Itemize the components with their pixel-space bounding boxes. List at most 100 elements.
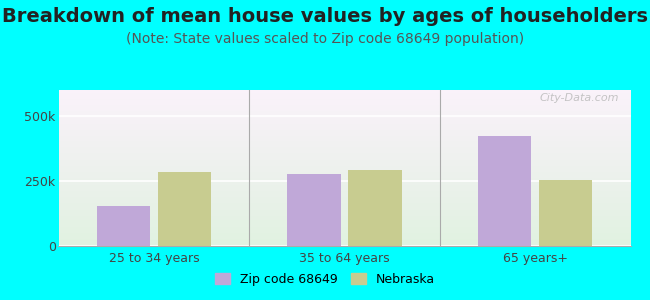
Bar bbox=[58, 99, 630, 101]
Bar bbox=[58, 235, 630, 237]
Text: (Note: State values scaled to Zip code 68649 population): (Note: State values scaled to Zip code 6… bbox=[126, 32, 524, 46]
Bar bbox=[58, 191, 630, 193]
Bar bbox=[58, 240, 630, 241]
Bar bbox=[58, 148, 630, 149]
Bar bbox=[58, 230, 630, 232]
Bar bbox=[58, 162, 630, 163]
Bar bbox=[58, 112, 630, 113]
Bar bbox=[58, 207, 630, 208]
Bar bbox=[58, 201, 630, 202]
Bar bbox=[58, 174, 630, 176]
Bar bbox=[58, 98, 630, 99]
Bar bbox=[58, 132, 630, 134]
Bar bbox=[58, 152, 630, 154]
Bar bbox=[58, 190, 630, 191]
Bar bbox=[58, 215, 630, 216]
Bar bbox=[58, 229, 630, 230]
Bar bbox=[58, 224, 630, 226]
Bar bbox=[58, 110, 630, 112]
Bar bbox=[58, 213, 630, 215]
Bar bbox=[158, 172, 211, 246]
Bar bbox=[58, 137, 630, 138]
Bar bbox=[58, 218, 630, 220]
Bar bbox=[539, 181, 592, 246]
Bar bbox=[58, 194, 630, 196]
Bar bbox=[58, 238, 630, 240]
Bar bbox=[58, 93, 630, 95]
Bar bbox=[58, 216, 630, 218]
Bar bbox=[58, 145, 630, 146]
Bar bbox=[58, 149, 630, 151]
Bar bbox=[58, 143, 630, 145]
Bar bbox=[58, 155, 630, 157]
Bar bbox=[58, 103, 630, 104]
Bar bbox=[58, 129, 630, 130]
Bar bbox=[58, 193, 630, 194]
Bar bbox=[58, 185, 630, 187]
Bar bbox=[58, 140, 630, 142]
Bar bbox=[58, 227, 630, 229]
Bar bbox=[58, 221, 630, 223]
Bar bbox=[58, 123, 630, 124]
Text: Breakdown of mean house values by ages of householders: Breakdown of mean house values by ages o… bbox=[2, 8, 648, 26]
Bar bbox=[58, 196, 630, 198]
Bar bbox=[58, 159, 630, 160]
Bar bbox=[58, 157, 630, 159]
Text: City-Data.com: City-Data.com bbox=[540, 93, 619, 103]
Bar bbox=[58, 120, 630, 121]
Bar bbox=[58, 151, 630, 152]
Bar bbox=[58, 101, 630, 103]
Bar bbox=[58, 237, 630, 238]
Bar bbox=[58, 124, 630, 126]
Bar bbox=[58, 223, 630, 224]
Bar bbox=[58, 113, 630, 115]
Bar bbox=[58, 134, 630, 135]
Bar bbox=[97, 206, 150, 246]
Bar bbox=[58, 212, 630, 213]
Legend: Zip code 68649, Nebraska: Zip code 68649, Nebraska bbox=[211, 268, 439, 291]
Bar bbox=[58, 163, 630, 165]
Bar bbox=[58, 115, 630, 116]
Bar bbox=[58, 126, 630, 128]
Bar bbox=[58, 202, 630, 204]
Bar bbox=[348, 170, 402, 246]
Bar bbox=[58, 226, 630, 227]
Bar bbox=[58, 154, 630, 155]
Bar bbox=[58, 171, 630, 173]
Bar bbox=[287, 174, 341, 246]
Bar bbox=[58, 107, 630, 109]
Bar bbox=[58, 109, 630, 110]
Bar bbox=[58, 118, 630, 120]
Bar bbox=[58, 182, 630, 184]
Bar bbox=[58, 92, 630, 93]
Bar bbox=[58, 167, 630, 168]
Bar bbox=[58, 121, 630, 123]
Bar bbox=[58, 181, 630, 182]
Bar bbox=[58, 104, 630, 106]
Bar bbox=[58, 169, 630, 171]
Bar bbox=[58, 210, 630, 212]
Bar bbox=[58, 179, 630, 181]
Bar bbox=[58, 177, 630, 179]
Bar bbox=[58, 241, 630, 243]
Bar bbox=[58, 176, 630, 177]
Bar bbox=[478, 136, 531, 246]
Bar bbox=[58, 142, 630, 143]
Bar bbox=[58, 138, 630, 140]
Bar bbox=[58, 95, 630, 96]
Bar bbox=[58, 128, 630, 129]
Bar bbox=[58, 96, 630, 98]
Bar bbox=[58, 165, 630, 166]
Bar bbox=[58, 173, 630, 174]
Bar bbox=[58, 106, 630, 107]
Bar bbox=[58, 130, 630, 132]
Bar bbox=[58, 160, 630, 162]
Bar bbox=[58, 135, 630, 137]
Bar bbox=[58, 146, 630, 148]
Bar bbox=[58, 206, 630, 207]
Bar bbox=[58, 184, 630, 185]
Bar bbox=[58, 168, 630, 170]
Bar bbox=[58, 232, 630, 233]
Bar bbox=[58, 188, 630, 190]
Bar bbox=[58, 187, 630, 188]
